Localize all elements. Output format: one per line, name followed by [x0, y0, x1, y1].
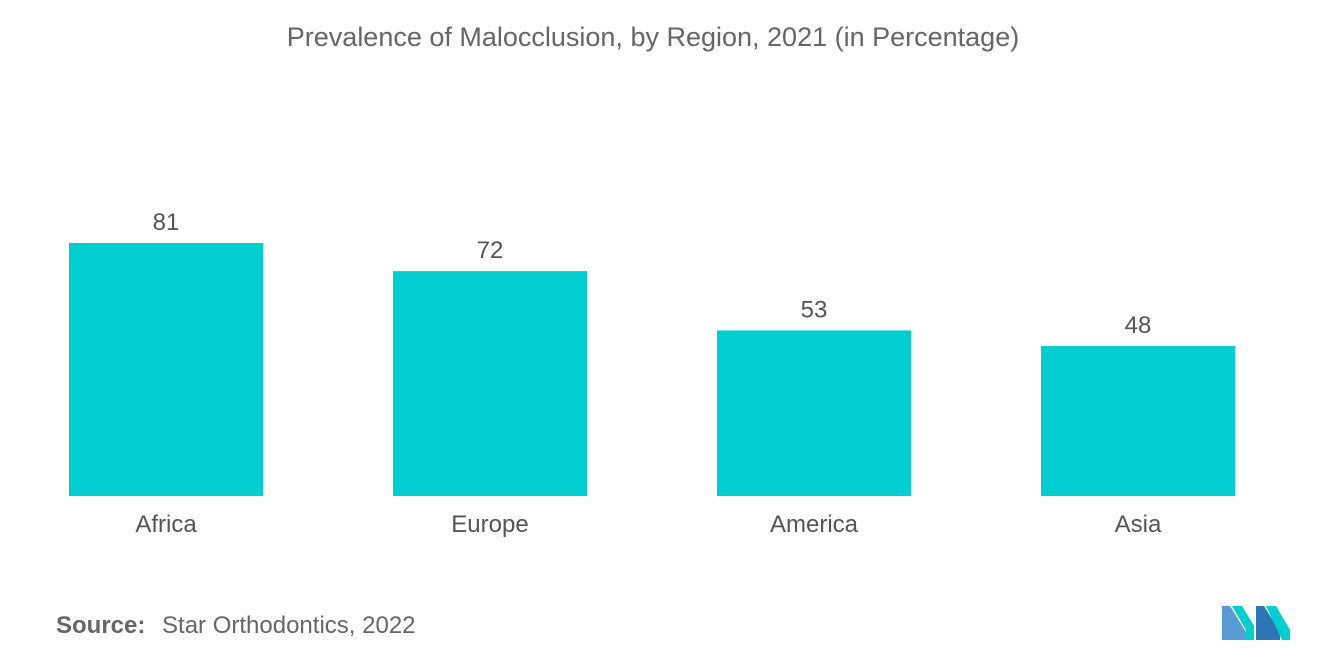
- source-note: Source: Star Orthodontics, 2022: [56, 612, 416, 640]
- bar-america: [717, 330, 911, 496]
- data-label-africa: 81: [153, 209, 180, 236]
- source-label: Source:: [56, 612, 146, 639]
- data-label-europe: 72: [477, 237, 504, 264]
- bar-asia: [1041, 346, 1235, 496]
- bar-africa: [69, 243, 263, 496]
- source-text: Star Orthodontics, 2022: [162, 612, 416, 639]
- category-label-europe: Europe: [451, 511, 528, 538]
- data-label-asia: 48: [1125, 312, 1152, 339]
- chart-title: Prevalence of Malocclusion, by Region, 2…: [286, 22, 1020, 52]
- bar-europe: [393, 271, 587, 496]
- data-label-america: 53: [801, 296, 828, 323]
- category-label-america: America: [770, 511, 859, 538]
- mordor-logo-icon: [1222, 606, 1290, 640]
- category-label-africa: Africa: [135, 511, 197, 538]
- category-label-asia: Asia: [1115, 511, 1162, 538]
